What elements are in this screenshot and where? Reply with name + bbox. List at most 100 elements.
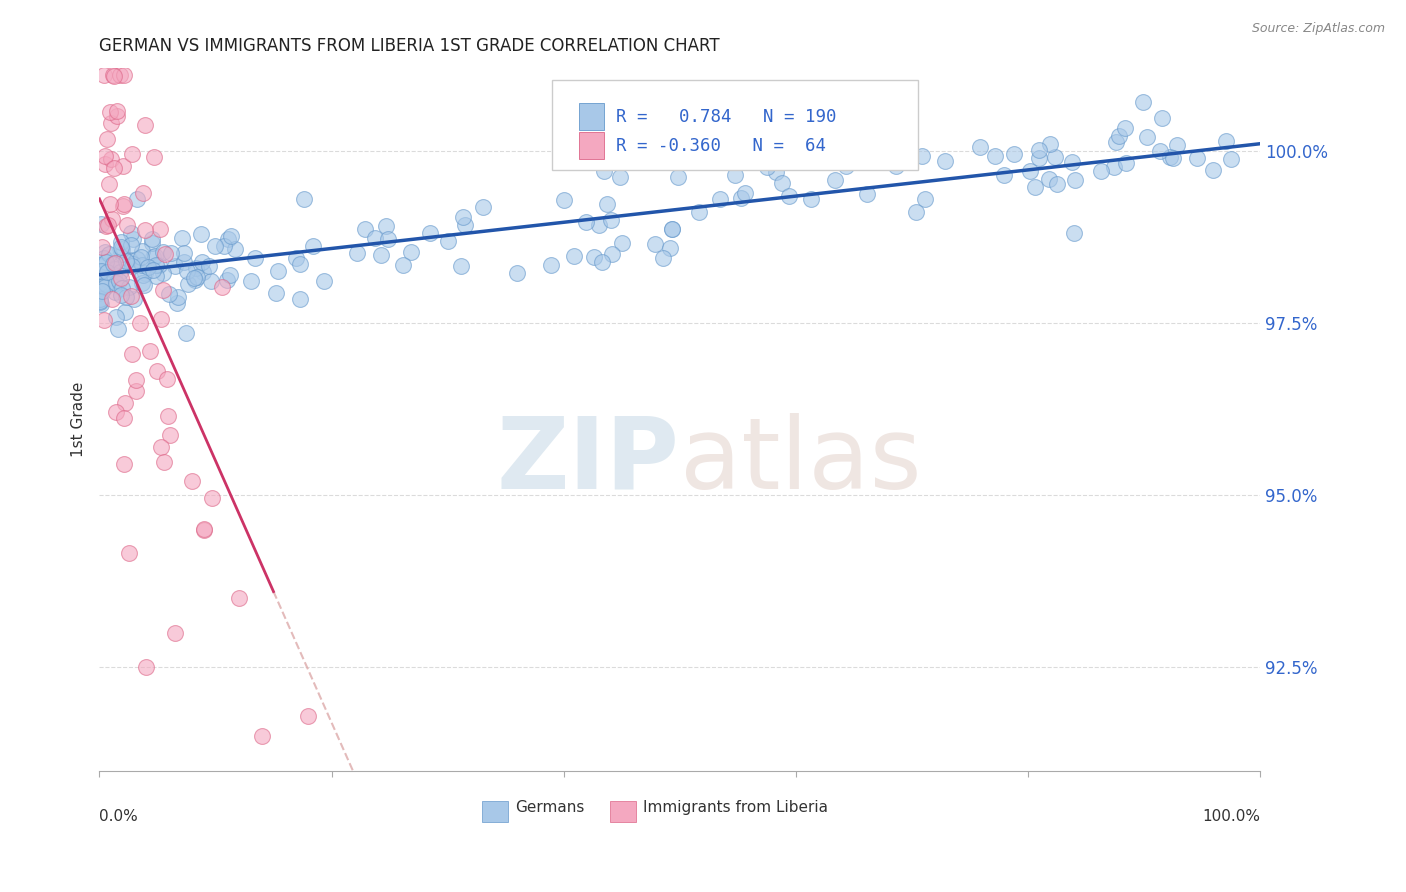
Point [94,280,117,294]
Point [969,139,991,153]
Point [730,191,752,205]
Point [1115,156,1137,170]
Point [89,294,111,309]
Point [221,229,243,244]
Point [152,283,174,297]
Bar [610,801,636,822]
Point [96,255,118,269]
Point [114,305,136,319]
Point [191,255,214,269]
Point [198,260,221,274]
Point [110,235,132,249]
Point [120,226,142,240]
Point [114,395,136,409]
Point [160,246,183,260]
Point [90,284,112,298]
Point [143,151,166,165]
Point [108,265,131,279]
Point [112,458,135,472]
Point [1043,150,1066,164]
Point [159,428,181,442]
Text: GERMAN VS IMMIGRANTS FROM LIBERIA 1ST GRADE CORRELATION CHART: GERMAN VS IMMIGRANTS FROM LIBERIA 1ST GR… [100,37,720,55]
Point [132,277,155,292]
Point [105,104,128,119]
Point [193,522,215,536]
Point [884,160,907,174]
Text: ZIP: ZIP [496,413,679,510]
Point [141,236,163,251]
Point [101,68,124,82]
Point [984,148,1007,162]
Point [1039,136,1062,151]
Point [688,204,710,219]
Point [104,405,127,419]
Point [115,290,138,304]
Point [156,409,179,424]
Point [592,163,614,178]
Point [94,277,117,292]
Point [1159,150,1181,164]
Point [98,104,121,119]
Point [103,268,125,283]
Point [285,252,308,266]
Point [121,289,143,303]
Point [540,258,562,272]
Point [89,259,111,273]
Point [135,660,157,674]
Point [186,269,208,284]
Point [454,218,477,232]
Point [224,242,246,256]
Point [132,186,155,200]
Point [1136,130,1159,145]
Point [163,626,186,640]
Point [1166,138,1188,153]
Point [866,140,889,154]
Point [267,264,290,278]
Point [302,239,325,253]
Point [139,343,162,358]
Point [1149,144,1171,158]
Point [110,240,132,254]
Point [245,251,267,265]
Point [149,311,172,326]
Point [93,251,115,265]
Bar [579,103,605,130]
Point [111,281,134,295]
Point [506,266,529,280]
Point [118,279,141,293]
Point [215,273,238,287]
Point [1132,95,1154,109]
Point [911,149,934,163]
Point [1046,178,1069,192]
Point [193,523,215,537]
Point [184,273,207,287]
Point [93,313,115,327]
Point [125,252,148,266]
Point [118,253,141,268]
Point [562,249,585,263]
Point [155,246,177,260]
Point [101,257,124,271]
Point [869,147,891,161]
Point [125,373,148,387]
Point [661,222,683,236]
Point [152,267,174,281]
Point [131,244,153,259]
Point [450,259,472,273]
Point [131,258,153,272]
Point [292,192,315,206]
Point [250,729,273,743]
Text: Immigrants from Liberia: Immigrants from Liberia [643,800,828,815]
Point [600,247,623,261]
Point [111,242,134,256]
Point [1152,112,1174,126]
Point [117,546,139,560]
Text: R = -0.360   N =  64: R = -0.360 N = 64 [616,136,825,154]
Point [835,159,858,173]
Point [839,150,862,164]
Point [596,196,619,211]
Point [115,218,138,232]
Point [1019,163,1042,178]
Point [110,271,132,285]
Point [94,148,117,162]
